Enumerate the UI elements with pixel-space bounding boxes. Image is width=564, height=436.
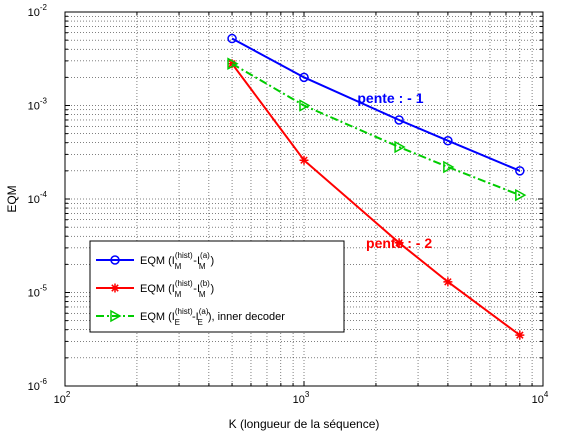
data-series bbox=[227, 33, 527, 340]
annotation-slope-1: pente : - 1 bbox=[357, 90, 423, 106]
series-line-green bbox=[231, 62, 521, 197]
y-tick-label: 10-6 bbox=[28, 377, 48, 393]
series-green bbox=[227, 57, 527, 202]
y-tick-label: 10-3 bbox=[28, 97, 48, 113]
legend-marker-blue bbox=[110, 255, 120, 265]
annotation-slope-2: pente : - 2 bbox=[366, 235, 432, 251]
data-point-red bbox=[443, 277, 453, 287]
data-point-blue bbox=[443, 135, 453, 146]
data-point-green bbox=[227, 57, 239, 70]
legend-marker-red bbox=[110, 283, 120, 293]
data-point-green bbox=[515, 188, 527, 202]
legend-label-blue: EQM (I(hist) M -I(a) M) bbox=[140, 251, 214, 271]
x-tick-label: 102 bbox=[54, 390, 71, 406]
data-point-blue bbox=[227, 33, 237, 44]
legend-item-red: EQM (I(hist) M -I(b) M) bbox=[96, 279, 214, 299]
data-point-green bbox=[394, 140, 406, 154]
annotations: pente : - 1 pente : - 2 bbox=[357, 90, 432, 251]
legend-label-red: EQM (I(hist) M -I(b) M) bbox=[140, 279, 214, 299]
legend-item-blue: EQM (I(hist) M -I(a) M) bbox=[96, 251, 214, 271]
data-point-blue bbox=[299, 72, 309, 83]
series-blue bbox=[227, 33, 525, 176]
data-point-blue bbox=[515, 166, 525, 176]
series-line-blue bbox=[231, 37, 521, 172]
y-axis-label: EQM bbox=[5, 185, 19, 212]
data-point-green bbox=[299, 99, 311, 112]
y-tick-label: 10-4 bbox=[28, 190, 48, 206]
legend-item-green: EQM (I(hist) E -I(a) E), inner decoder bbox=[96, 307, 285, 327]
legend: EQM (I(hist) M -I(a) M) EQM (I(hist) M -I(b) M)… bbox=[89, 240, 345, 333]
legend-label-green: EQM (I(hist) E -I(a) E), inner decoder bbox=[140, 307, 285, 327]
x-tick-label: 104 bbox=[532, 390, 549, 406]
data-point-red bbox=[299, 155, 309, 165]
legend-marker-green bbox=[110, 309, 122, 323]
y-tick-label: 10-5 bbox=[28, 284, 48, 300]
y-tick-label: 10-2 bbox=[28, 3, 48, 19]
data-point-blue bbox=[394, 115, 404, 125]
x-axis-label: K (longueur de la séquence) bbox=[229, 417, 380, 431]
x-tick-label: 103 bbox=[293, 390, 310, 406]
axis-ticks: 102 103 104 10-6 10-5 10-4 10-3 10-2 bbox=[28, 3, 549, 406]
data-point-red bbox=[515, 330, 525, 340]
data-point-red bbox=[394, 238, 404, 248]
data-point-green bbox=[443, 160, 455, 174]
grid-lines bbox=[65, 12, 543, 386]
